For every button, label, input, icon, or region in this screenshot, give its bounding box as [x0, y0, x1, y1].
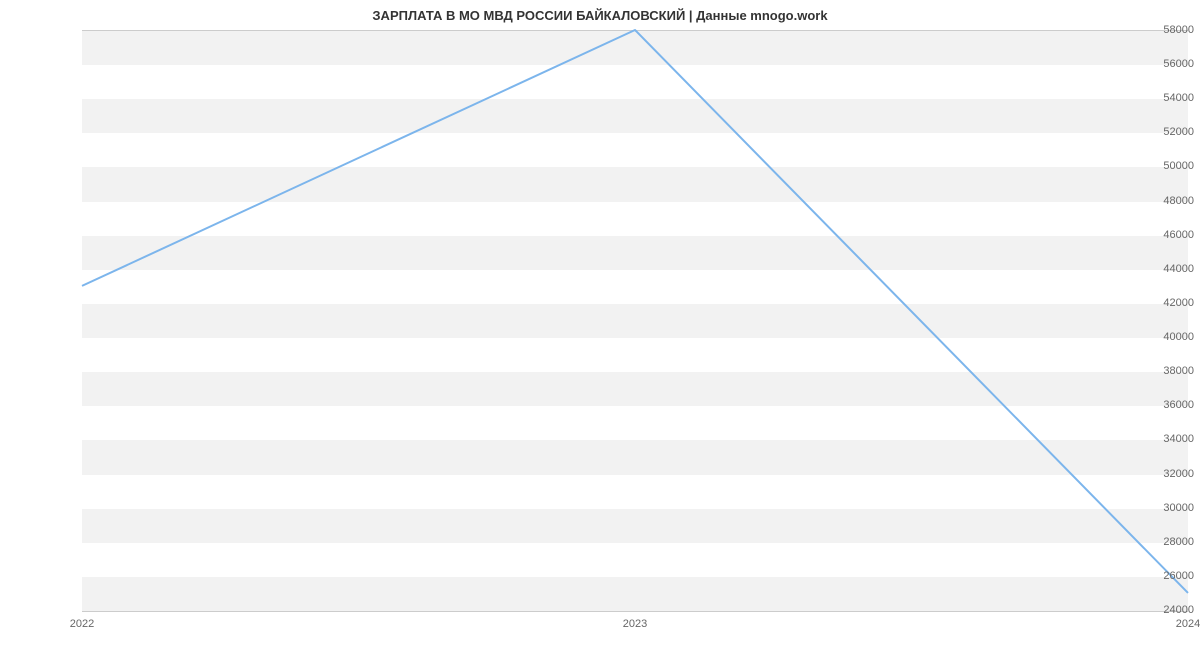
y-tick-label: 40000 [1118, 331, 1194, 343]
series-line [82, 30, 1188, 593]
y-tick-label: 42000 [1118, 297, 1194, 309]
y-tick-label: 48000 [1118, 195, 1194, 207]
y-tick-label: 56000 [1118, 58, 1194, 70]
y-tick-label: 34000 [1118, 433, 1194, 445]
y-tick-label: 28000 [1118, 536, 1194, 548]
y-tick-label: 58000 [1118, 24, 1194, 36]
y-tick-label: 32000 [1118, 468, 1194, 480]
x-tick-label: 2023 [623, 618, 647, 630]
chart-container: ЗАРПЛАТА В МО МВД РОССИИ БАЙКАЛОВСКИЙ | … [0, 0, 1200, 650]
y-tick-label: 50000 [1118, 160, 1194, 172]
x-tick-label: 2024 [1176, 618, 1200, 630]
y-tick-label: 52000 [1118, 126, 1194, 138]
y-tick-label: 26000 [1118, 570, 1194, 582]
y-tick-label: 30000 [1118, 502, 1194, 514]
y-tick-label: 24000 [1118, 604, 1194, 616]
y-tick-label: 46000 [1118, 229, 1194, 241]
y-tick-label: 44000 [1118, 263, 1194, 275]
y-tick-label: 36000 [1118, 399, 1194, 411]
y-tick-label: 38000 [1118, 365, 1194, 377]
y-tick-label: 54000 [1118, 92, 1194, 104]
line-layer [0, 0, 1200, 650]
x-tick-label: 2022 [70, 618, 94, 630]
